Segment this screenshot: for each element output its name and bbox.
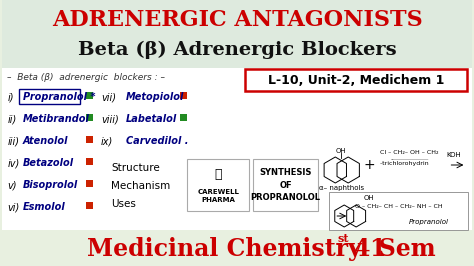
Text: –  Beta (β)  adrenergic  blockers : –: – Beta (β) adrenergic blockers : – bbox=[7, 73, 164, 82]
Text: Propranolol: Propranolol bbox=[409, 219, 448, 225]
Bar bbox=[86, 180, 93, 187]
Text: OH: OH bbox=[336, 148, 346, 154]
Text: OH: OH bbox=[364, 195, 374, 201]
Bar bbox=[2, 0, 472, 68]
Text: Structure: Structure bbox=[111, 163, 160, 173]
Text: Metopiolol: Metopiolol bbox=[126, 92, 184, 102]
Text: ix): ix) bbox=[101, 136, 113, 146]
Text: PHARMA: PHARMA bbox=[201, 197, 235, 203]
Text: O – CH₂– CH – CH₂– NH – CH: O – CH₂– CH – CH₂– NH – CH bbox=[355, 205, 443, 210]
Text: –trichlorohydrin: –trichlorohydrin bbox=[380, 160, 429, 165]
Text: st: st bbox=[337, 234, 349, 244]
Text: viii): viii) bbox=[101, 114, 118, 124]
Text: CAREWELL: CAREWELL bbox=[197, 189, 239, 195]
Text: Uses: Uses bbox=[111, 199, 136, 209]
Text: 4 Sem: 4 Sem bbox=[354, 237, 436, 261]
Text: Bisoprolol: Bisoprolol bbox=[23, 180, 78, 190]
Text: Labetalol: Labetalol bbox=[126, 114, 177, 124]
Text: __________________: __________________ bbox=[390, 156, 428, 160]
Text: Betazolol: Betazolol bbox=[23, 158, 73, 168]
Text: vii): vii) bbox=[101, 92, 116, 102]
Text: Propranolol *: Propranolol * bbox=[23, 92, 95, 102]
Text: SYNTHESIS
OF
PROPRANOLOL: SYNTHESIS OF PROPRANOLOL bbox=[251, 168, 320, 202]
Text: ii): ii) bbox=[8, 114, 17, 124]
Text: α– naphthols: α– naphthols bbox=[319, 185, 364, 191]
Bar bbox=[329, 192, 468, 230]
Text: Beta (β) Adrenergic Blockers: Beta (β) Adrenergic Blockers bbox=[78, 41, 396, 59]
Text: ADRENERGIC ANTAGONISTS: ADRENERGIC ANTAGONISTS bbox=[52, 9, 422, 31]
Text: Cl – CH₂– OH – CH₂: Cl – CH₂– OH – CH₂ bbox=[380, 151, 438, 156]
Text: vi): vi) bbox=[8, 202, 20, 212]
Bar bbox=[181, 92, 187, 99]
Text: Esmolol: Esmolol bbox=[23, 202, 65, 212]
Text: KOH: KOH bbox=[446, 152, 461, 158]
Text: +: + bbox=[363, 158, 375, 172]
Bar bbox=[86, 92, 93, 99]
Text: v): v) bbox=[8, 180, 17, 190]
Bar bbox=[86, 136, 93, 143]
Text: Medicinal Chemistry 1: Medicinal Chemistry 1 bbox=[87, 237, 387, 261]
Bar bbox=[86, 202, 93, 209]
Text: 🎓: 🎓 bbox=[214, 168, 222, 181]
Text: iii): iii) bbox=[8, 136, 19, 146]
Text: Atenolol: Atenolol bbox=[23, 136, 68, 146]
Bar bbox=[86, 114, 93, 121]
Text: iv): iv) bbox=[8, 158, 20, 168]
Text: Metibrandol: Metibrandol bbox=[23, 114, 90, 124]
Text: L-10, Unit-2, Medichem 1: L-10, Unit-2, Medichem 1 bbox=[268, 73, 444, 86]
FancyBboxPatch shape bbox=[18, 89, 80, 104]
FancyBboxPatch shape bbox=[187, 159, 249, 211]
Text: Carvedilol .: Carvedilol . bbox=[126, 136, 188, 146]
Text: i): i) bbox=[8, 92, 14, 102]
Bar bbox=[86, 158, 93, 165]
Text: Mechanism: Mechanism bbox=[111, 181, 170, 191]
Bar bbox=[2, 68, 472, 230]
FancyBboxPatch shape bbox=[245, 69, 467, 91]
FancyBboxPatch shape bbox=[253, 159, 319, 211]
Bar bbox=[2, 230, 472, 266]
Bar bbox=[181, 114, 187, 121]
